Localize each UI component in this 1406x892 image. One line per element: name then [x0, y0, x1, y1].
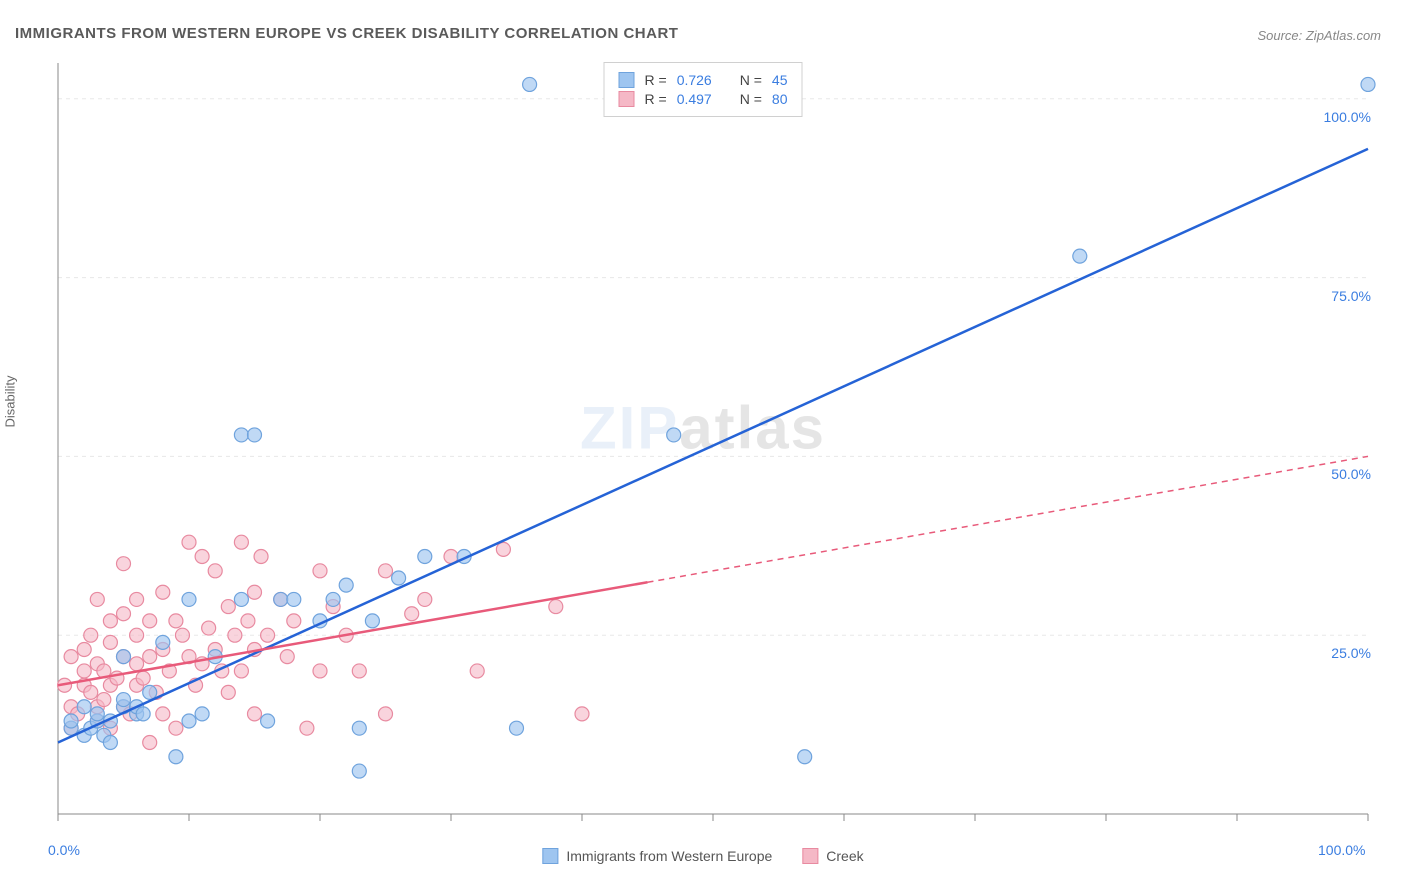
r-label: R =: [645, 91, 667, 107]
legend-stats-box: R = 0.726 N = 45 R = 0.497 N = 80: [604, 62, 803, 117]
legend-item: Creek: [802, 848, 863, 864]
legend-stats-row: R = 0.726 N = 45: [619, 72, 788, 88]
r-value: 0.726: [677, 72, 712, 88]
n-label: N =: [740, 91, 762, 107]
y-tick-label: 50.0%: [1331, 466, 1371, 482]
r-value: 0.497: [677, 91, 712, 107]
legend-swatch-pink: [619, 91, 635, 107]
legend-item: Immigrants from Western Europe: [542, 848, 772, 864]
r-label: R =: [645, 72, 667, 88]
chart-area: [50, 55, 1376, 832]
y-tick-label: 100.0%: [1324, 109, 1371, 125]
chart-title: IMMIGRANTS FROM WESTERN EUROPE VS CREEK …: [15, 25, 678, 42]
x-tick-label: 100.0%: [1318, 842, 1365, 858]
n-value: 80: [772, 91, 788, 107]
legend-swatch-blue: [619, 72, 635, 88]
source-label: Source: ZipAtlas.com: [1257, 28, 1381, 43]
y-tick-label: 25.0%: [1331, 645, 1371, 661]
x-axis-legend: Immigrants from Western Europe Creek: [542, 848, 863, 864]
n-label: N =: [740, 72, 762, 88]
y-tick-label: 75.0%: [1331, 288, 1371, 304]
legend-label: Immigrants from Western Europe: [566, 848, 772, 864]
legend-stats-row: R = 0.497 N = 80: [619, 91, 788, 107]
y-axis-label: Disability: [3, 375, 18, 427]
legend-swatch-pink: [802, 848, 818, 864]
n-value: 45: [772, 72, 788, 88]
legend-swatch-blue: [542, 848, 558, 864]
x-tick-label: 0.0%: [48, 842, 80, 858]
scatter-chart: [50, 55, 1376, 832]
legend-label: Creek: [826, 848, 863, 864]
